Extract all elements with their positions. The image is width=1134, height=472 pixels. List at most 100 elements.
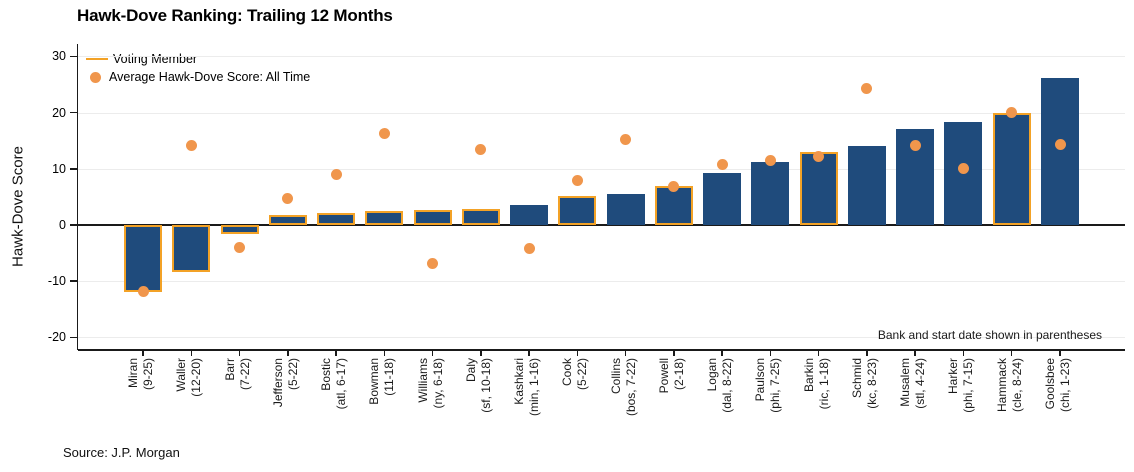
average-score-dot-collins [620, 134, 632, 146]
bar-barr [220, 224, 259, 234]
bar-williams [413, 210, 452, 225]
y-tick-label: 30 [52, 49, 66, 64]
bar-goolsbee [1041, 77, 1079, 225]
average-score-dot-barkin [813, 150, 825, 162]
gridline--10 [78, 281, 1125, 283]
x-axis-tick [914, 350, 916, 356]
x-label-cook: Cook (5-22) [560, 358, 590, 391]
gridline-20 [78, 112, 1125, 114]
y-axis-tick [70, 55, 77, 58]
average-score-dot-jefferson [282, 193, 294, 205]
average-score-dot-barr [234, 241, 246, 253]
x-axis-line [78, 349, 1125, 351]
bar-jefferson [268, 215, 307, 225]
average-score-dot-powell [668, 180, 680, 192]
x-axis-tick [287, 350, 289, 356]
x-label-miran: Miran (9-25) [126, 358, 155, 391]
y-tick-label: 10 [52, 161, 66, 176]
footnote: Bank and start date shown in parentheses [877, 328, 1102, 342]
x-axis-tick [142, 350, 144, 356]
bar-kashkari [510, 204, 549, 225]
bar-miran [124, 224, 162, 292]
x-label-daly: Daly (sf, 10-18) [463, 358, 493, 413]
x-axis-tick [576, 350, 579, 356]
x-axis-tick [817, 350, 820, 356]
y-axis-tick [70, 336, 77, 339]
x-axis-tick [1010, 350, 1013, 356]
average-score-dot-bostic [330, 168, 342, 180]
average-score-dot-harker [957, 163, 969, 175]
gridline--20 [78, 337, 1125, 339]
x-label-collins: Collins (bos, 7-22) [608, 358, 638, 417]
legend: Voting Member Average Hawk-Dove Score: A… [86, 50, 310, 86]
x-axis-tick [673, 350, 675, 356]
bar-bostic [317, 213, 356, 225]
legend-item-average-score: Average Hawk-Dove Score: All Time [86, 68, 310, 86]
chart-title: Hawk-Dove Ranking: Trailing 12 Months [77, 6, 393, 25]
x-axis-tick [721, 350, 723, 356]
y-axis-tick [70, 280, 77, 282]
x-label-hammack: Hammack (cle, 8-24) [994, 358, 1024, 413]
legend-voting-member-label: Voting Member [113, 52, 198, 66]
x-axis-tick [1059, 350, 1061, 356]
x-label-barr: Barr (7-22) [222, 358, 252, 391]
average-score-dot-kashkari [523, 243, 535, 255]
x-axis-tick [335, 350, 337, 356]
bar-cook [558, 195, 597, 225]
bar-waller [172, 224, 211, 272]
x-label-goolsbee: Goolsbee (chi, 1-23) [1043, 358, 1072, 413]
gridline-10 [78, 168, 1125, 170]
average-score-dot-williams [427, 257, 439, 269]
y-tick-label: -20 [47, 330, 66, 345]
y-tick-label: 20 [52, 105, 66, 120]
x-label-jefferson: Jefferson (5-22) [270, 358, 300, 408]
bar-bowman [365, 211, 404, 225]
bar-paulson [751, 162, 790, 225]
x-label-waller: Waller (12-20) [174, 358, 204, 397]
x-axis-tick [769, 350, 772, 356]
x-label-williams: Williams (ny, 6-18) [415, 358, 445, 409]
bar-hammack [992, 112, 1031, 225]
average-score-dot-waller [185, 139, 197, 151]
voting-member-line-icon [86, 57, 108, 61]
average-score-dot-schmid [861, 83, 873, 95]
source-attribution: Source: J.P. Morgan [63, 445, 180, 460]
average-score-dot-musalem [909, 139, 921, 151]
average-score-dot-logan [716, 158, 728, 170]
x-axis-tick [383, 350, 386, 356]
gridline-30 [78, 56, 1125, 58]
x-label-barkin: Barkin (ric, 1-18) [801, 358, 831, 410]
x-axis-tick [238, 350, 241, 356]
bar-barkin [799, 151, 838, 225]
x-axis-tick [480, 350, 482, 356]
legend-average-score-label: Average Hawk-Dove Score: All Time [109, 70, 311, 84]
bar-collins [606, 194, 645, 225]
x-label-harker: Harker (phi, 7-15) [946, 358, 976, 413]
y-axis-tick [70, 168, 77, 170]
x-label-bowman: Bowman (11-18) [367, 358, 397, 405]
average-score-dot-hammack [1006, 106, 1018, 118]
y-axis-tick [70, 111, 77, 114]
y-axis-title: Hawk-Dove Score [9, 146, 27, 267]
zero-baseline [78, 224, 1125, 226]
average-score-dot-paulson [764, 155, 776, 167]
x-label-logan: Logan (dal, 8-22) [705, 358, 735, 413]
x-axis-tick [528, 350, 530, 356]
x-axis-tick [624, 350, 627, 356]
x-label-bostic: Bostic (atl, 6-17) [319, 358, 349, 410]
x-axis-tick [431, 350, 434, 356]
legend-item-voting-member: Voting Member [86, 50, 310, 68]
x-axis-tick [866, 350, 868, 356]
average-score-dot-daly [475, 143, 487, 155]
x-label-paulson: Paulson (phi, 7-25) [753, 358, 783, 413]
x-axis-tick [962, 350, 965, 356]
average-score-dot-cook [571, 174, 583, 186]
x-label-musalem: Musalem (stl, 4-24) [898, 358, 928, 409]
y-axis-tick [70, 224, 77, 226]
x-label-powell: Powell (2-18) [656, 358, 686, 394]
average-score-dot-goolsbee [1054, 138, 1066, 150]
average-score-dot-bowman [378, 128, 390, 140]
average-score-dot-miran [137, 285, 149, 297]
bar-daly [461, 209, 500, 225]
